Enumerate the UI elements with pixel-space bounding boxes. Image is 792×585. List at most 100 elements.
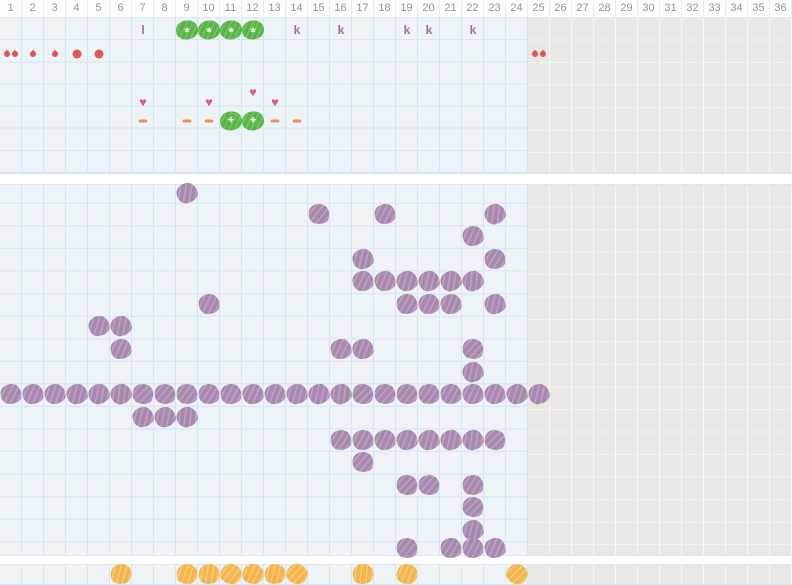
dash-mark-icon[interactable] bbox=[292, 119, 302, 123]
bleeding-spotting-double-icon[interactable] bbox=[530, 49, 548, 59]
k-mark-label: k bbox=[403, 23, 411, 37]
blood-drop-icon bbox=[530, 49, 540, 59]
l-mark-label: l bbox=[141, 23, 145, 37]
drops-group bbox=[2, 49, 20, 59]
blood-drop-icon bbox=[50, 49, 60, 59]
k-mark[interactable]: k bbox=[338, 24, 345, 36]
dash-mark-icon[interactable] bbox=[182, 119, 192, 123]
day-header-cell: 2 bbox=[22, 0, 44, 18]
yellow-blob-marker[interactable] bbox=[396, 563, 418, 585]
day-header-cell: 5 bbox=[88, 0, 110, 18]
blood-dot-icon bbox=[72, 49, 82, 59]
day-header-cell: 9 bbox=[176, 0, 198, 18]
bleeding-medium-icon[interactable] bbox=[72, 49, 82, 59]
day-header-cell: 36 bbox=[770, 0, 792, 18]
plus-glyph: + bbox=[249, 114, 257, 127]
purple-blob-marker[interactable] bbox=[351, 429, 375, 451]
day-header-cell: 8 bbox=[154, 0, 176, 18]
dash-mark-icon[interactable] bbox=[270, 119, 280, 123]
day-header-cell: 31 bbox=[660, 0, 682, 18]
day-header-cell: 18 bbox=[374, 0, 396, 18]
temperature-grid-section bbox=[0, 184, 792, 556]
heart-glyph: ♥ bbox=[249, 84, 257, 100]
bleeding-spotting-icon[interactable] bbox=[50, 49, 60, 59]
dash-glyph bbox=[138, 119, 148, 123]
day-header-cell: 32 bbox=[682, 0, 704, 18]
purple-blob-marker[interactable] bbox=[374, 203, 396, 225]
dash-glyph bbox=[270, 119, 280, 123]
green-sparkle-icon[interactable]: * bbox=[242, 20, 264, 40]
purple-blob-marker[interactable] bbox=[352, 270, 374, 292]
day-header-cell: 25 bbox=[528, 0, 550, 18]
day-header-cell: 3 bbox=[44, 0, 66, 18]
k-mark-label: k bbox=[293, 23, 301, 37]
purple-blob-marker[interactable] bbox=[0, 383, 22, 405]
day-header-cell: 16 bbox=[330, 0, 352, 18]
green-plus-icon[interactable]: + bbox=[220, 111, 242, 131]
dash-mark-icon[interactable] bbox=[138, 119, 148, 123]
purple-blob-marker[interactable] bbox=[374, 429, 396, 451]
bleeding-spotting-icon[interactable] bbox=[28, 49, 38, 59]
purple-blob-marker[interactable] bbox=[484, 537, 506, 559]
k-mark-label: k bbox=[337, 23, 345, 37]
symptom-grid-section bbox=[0, 18, 792, 174]
day-header-cell: 6 bbox=[110, 0, 132, 18]
green-sparkle-icon[interactable]: * bbox=[198, 20, 220, 40]
day-header-cell: 34 bbox=[726, 0, 748, 18]
day-header-cell: 1 bbox=[0, 0, 22, 18]
day-header-cell: 24 bbox=[506, 0, 528, 18]
k-mark-label: k bbox=[425, 23, 433, 37]
day-header-cell: 4 bbox=[66, 0, 88, 18]
plus-glyph: + bbox=[227, 114, 235, 127]
purple-blob-marker[interactable] bbox=[22, 383, 44, 405]
bleeding-spotting-double-icon[interactable] bbox=[2, 49, 20, 59]
k-mark[interactable]: k bbox=[470, 24, 477, 36]
inactive-days-area bbox=[528, 18, 792, 173]
drops-group bbox=[28, 49, 38, 59]
dash-glyph bbox=[292, 119, 302, 123]
purple-blob-marker[interactable] bbox=[219, 383, 243, 405]
bleeding-medium-icon[interactable] bbox=[94, 49, 104, 59]
day-header-cell: 33 bbox=[704, 0, 726, 18]
dash-glyph bbox=[204, 119, 214, 123]
blood-drop-icon bbox=[28, 49, 38, 59]
day-header-cell: 30 bbox=[638, 0, 660, 18]
day-header-cell: 7 bbox=[132, 0, 154, 18]
k-mark[interactable]: k bbox=[294, 24, 301, 36]
purple-blob-marker[interactable] bbox=[198, 294, 220, 314]
bottom-marker-section bbox=[0, 564, 792, 585]
intercourse-heart-icon[interactable]: ♥ bbox=[205, 96, 213, 109]
day-header-cell: 13 bbox=[264, 0, 286, 18]
purple-blob-marker[interactable] bbox=[462, 537, 484, 559]
purple-blob-marker[interactable] bbox=[418, 293, 440, 315]
intercourse-heart-icon[interactable]: ♥ bbox=[271, 96, 279, 109]
yellow-blob-marker[interactable] bbox=[242, 564, 264, 584]
blood-drop-icon bbox=[2, 49, 12, 59]
drops-group bbox=[530, 49, 548, 59]
purple-blob-marker[interactable] bbox=[462, 384, 484, 404]
purple-blob-marker[interactable] bbox=[330, 339, 352, 359]
day-header-cell: 19 bbox=[396, 0, 418, 18]
purple-blob-marker[interactable] bbox=[242, 383, 264, 405]
k-mark[interactable]: k bbox=[426, 24, 433, 36]
green-sparkle-icon[interactable]: * bbox=[220, 20, 242, 40]
day-header-cell: 28 bbox=[594, 0, 616, 18]
k-mark-label: k bbox=[469, 23, 477, 37]
intercourse-heart-icon[interactable]: ♥ bbox=[139, 96, 147, 109]
day-header-cell: 21 bbox=[440, 0, 462, 18]
day-header-cell: 12 bbox=[242, 0, 264, 18]
l-mark[interactable]: l bbox=[141, 24, 144, 36]
intercourse-heart-icon[interactable]: ♥ bbox=[249, 86, 257, 99]
k-mark[interactable]: k bbox=[404, 24, 411, 36]
dash-mark-icon[interactable] bbox=[204, 119, 214, 123]
day-header-cell: 23 bbox=[484, 0, 506, 18]
purple-blob-marker[interactable] bbox=[462, 225, 484, 247]
day-header-row: 1 2 3 4 5 6 7 8 9 10 11 12 13 14 15 16 17 18 19 20 21 22 23 24 2… bbox=[0, 0, 792, 18]
day-header-cell: 17 bbox=[352, 0, 374, 18]
purple-blob-marker[interactable] bbox=[110, 338, 132, 360]
heart-glyph: ♥ bbox=[271, 94, 279, 110]
green-sparkle-icon[interactable]: * bbox=[176, 20, 198, 40]
green-plus-icon[interactable]: + bbox=[242, 111, 264, 131]
